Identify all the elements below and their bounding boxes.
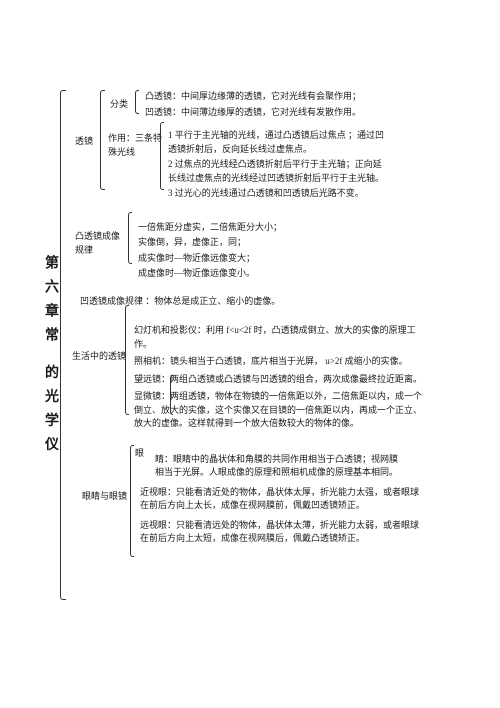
imaging-2: 实像倒，异，虚像正，同； — [70, 236, 490, 250]
life-lens-label: 生活中的透镜 — [72, 350, 126, 364]
classification-label: 分类 — [110, 98, 128, 112]
imaging-3: 成实像时—物近像远像变大； — [70, 252, 490, 266]
life-3: 望远镜：两组凸透镜或凸透镜与凹透镜的组合，两次成像最终拉近距离。 — [70, 373, 425, 387]
brace-microscope — [170, 375, 173, 415]
hyperopia: 远视眼：只能看清远处的物体，晶状体太薄，折光能力太弱，或者眼球在前后方向上太短，… — [70, 519, 420, 546]
brace-rays — [160, 122, 164, 190]
imaging-label: 凸透镜成像规律 — [75, 230, 125, 257]
brace-main — [60, 90, 66, 600]
imaging-4: 成虚像时—物近像远像变小。 — [70, 267, 490, 281]
imaging-1: 一倍焦距分虚实，二倍焦距分大小； — [70, 221, 490, 235]
ray-3: 3 过光心的光线通过凸透镜和凹透镜后光路不变。 — [70, 187, 390, 201]
outline-content: 透镜 分类 凸透镜：中间厚边缘薄的透镜，它对光线有会聚作用； 凹透镜：中间薄边缘… — [70, 90, 490, 548]
brace-classify — [135, 90, 139, 114]
chapter-title: 第六章常 的光学仪 — [40, 255, 60, 461]
brace-life — [125, 305, 129, 415]
lens-label: 透镜 — [75, 135, 93, 149]
brace-lens — [100, 90, 105, 190]
life-4: 显微镜：两组透镜，物体在物镜的一倍焦距以外，二倍焦距以内，成一个倒立、放大的实像… — [70, 390, 425, 431]
brace-imaging — [128, 212, 132, 264]
eye-short-label: 眼 — [135, 447, 144, 461]
rays-label: 作用：三条特殊光线 — [108, 132, 163, 159]
brace-eye — [130, 445, 134, 557]
concave-rule: 凹透镜成像规律 ：物体总是成正立、缩小的虚像。 — [70, 295, 490, 309]
eye-text: 睛：眼睛中的晶状体和角膜的共同作用相当于凸透镜；视网膜相当于光屏。人眼成像的原理… — [70, 453, 405, 480]
classify-item-2: 凹透镜：中间薄边缘厚的透镜，它对光线有发散作用。 — [70, 106, 490, 120]
eye-glasses-label: 眼睛与眼镜 — [82, 490, 127, 504]
ray-2: 2 过焦点的光线经凸透镜折射后平行于主光轴；正向延长线过虚焦点的光线经过凹透镜折… — [70, 158, 390, 185]
life-1: 幻灯机和投影仪：利用 f<u<2f 时，凸透镜成倒立、放大的实像的原理工作。 — [70, 324, 425, 351]
classify-item-1: 凸透镜：中间厚边缘薄的透镜，它对光线有会聚作用； — [70, 90, 490, 104]
